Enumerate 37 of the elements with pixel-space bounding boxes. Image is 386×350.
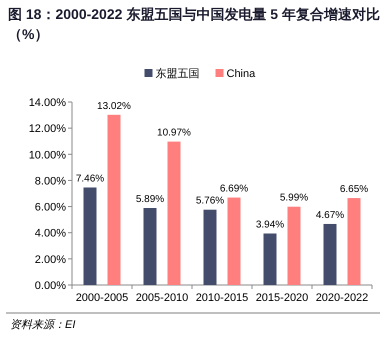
text: 资料来源：EI bbox=[10, 318, 76, 331]
bar bbox=[204, 210, 216, 285]
data-label: 6.69% bbox=[220, 184, 248, 195]
y-tick-label: 4.00% bbox=[34, 228, 66, 240]
data-label: 13.02% bbox=[97, 100, 132, 112]
data-label: 5.99% bbox=[280, 192, 308, 204]
data-label: 10.97% bbox=[157, 128, 192, 139]
legend-label: China bbox=[226, 68, 256, 80]
bar bbox=[168, 142, 180, 285]
data-label: 5.89% bbox=[136, 194, 164, 206]
y-tick-label: 2.00% bbox=[34, 254, 66, 266]
chart-title: 图 18：2000-2022 东盟五国与中国发电量 5 年复合增速对比（%） bbox=[8, 5, 380, 44]
y-tick-label: 8.00% bbox=[34, 175, 66, 188]
data-label: 3.94% bbox=[256, 220, 284, 230]
y-tick-label: 12.00% bbox=[28, 123, 66, 136]
data-label: 7.46% bbox=[76, 173, 104, 184]
bar bbox=[108, 114, 120, 285]
bar bbox=[228, 198, 240, 285]
x-tick-label: 2015-2020 bbox=[256, 292, 308, 304]
bar bbox=[84, 187, 96, 285]
y-tick-label: 10.00% bbox=[28, 149, 66, 162]
x-tick-label: 2005-2010 bbox=[136, 292, 188, 304]
data-label: 6.65% bbox=[340, 184, 368, 196]
bar bbox=[288, 206, 300, 285]
data-label: 5.76% bbox=[196, 196, 224, 207]
y-tick-label: 0.00% bbox=[34, 280, 66, 292]
bar bbox=[348, 198, 360, 285]
y-tick-label: 14.00% bbox=[28, 97, 66, 109]
bar bbox=[264, 234, 276, 285]
x-tick-label: 2000-2005 bbox=[76, 292, 128, 304]
bar bbox=[144, 208, 156, 285]
x-tick-label: 2020-2022 bbox=[316, 292, 368, 304]
data-label: 4.67% bbox=[316, 210, 344, 221]
bar bbox=[324, 224, 336, 285]
legend-label: 东盟五国 bbox=[156, 67, 200, 80]
x-tick-label: 2010-2015 bbox=[196, 292, 248, 304]
y-tick-label: 6.00% bbox=[34, 202, 66, 214]
